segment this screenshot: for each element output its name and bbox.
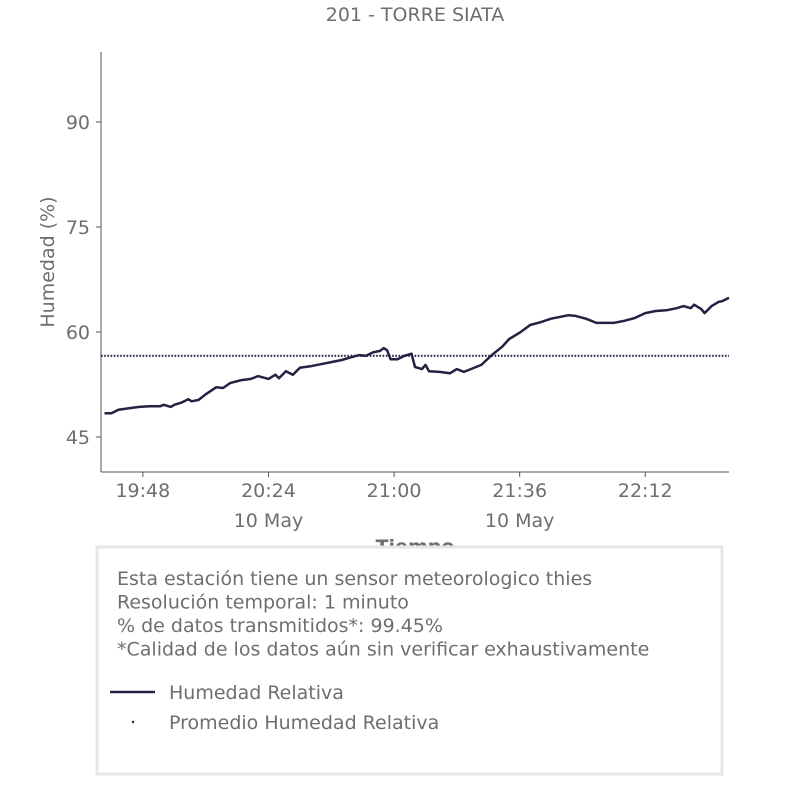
info-text: % de datos transmitidos*: 99.45%	[117, 615, 443, 637]
x-tick-date: 10 May	[485, 510, 555, 532]
y-tick-label: 60	[66, 322, 90, 344]
y-axis-label: Humedad (%)	[37, 196, 59, 327]
info-text: Esta estación tiene un sensor meteorolog…	[117, 568, 592, 590]
legend-label: Promedio Humedad Relativa	[169, 712, 439, 734]
x-tick-date: 10 May	[234, 510, 304, 532]
legend-swatch	[131, 720, 135, 724]
info-text: *Calidad de los datos aún sin verificar …	[117, 639, 649, 661]
x-tick-label: 19:48	[115, 480, 170, 502]
x-tick-label: 21:00	[367, 480, 422, 502]
y-tick-label: 45	[66, 427, 90, 449]
y-tick-label: 75	[66, 217, 90, 239]
x-tick-label: 21:36	[492, 480, 547, 502]
chart-title: 201 - TORRE SIATA	[326, 4, 505, 26]
info-text: Resolución temporal: 1 minuto	[117, 592, 409, 614]
y-tick-label: 90	[66, 112, 90, 134]
x-tick-label: 20:24	[241, 480, 296, 502]
data-line	[104, 296, 730, 415]
info-box	[95, 545, 724, 776]
legend-label: Humedad Relativa	[169, 682, 344, 704]
x-tick-label: 22:12	[618, 480, 673, 502]
